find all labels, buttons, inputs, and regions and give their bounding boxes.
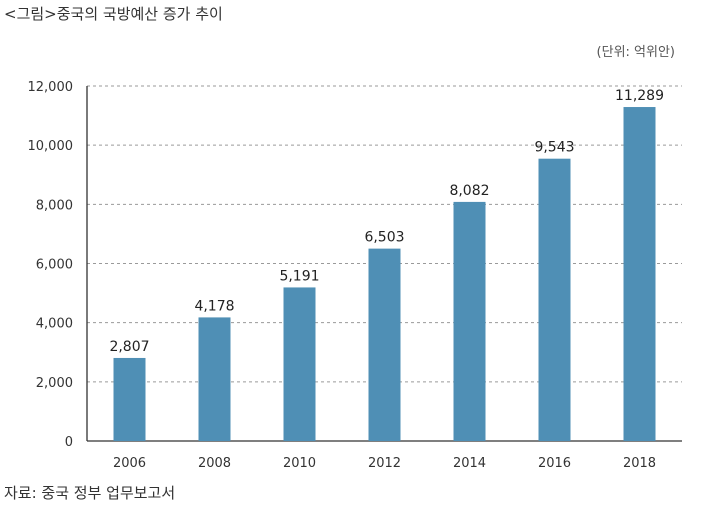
unit-label: (단위: 억위안) <box>596 45 675 60</box>
x-tick-labels: 2006 2008 2010 2012 2014 2016 2018 <box>113 456 656 471</box>
data-label: 5,191 <box>279 268 319 284</box>
x-tick-label: 2010 <box>283 456 316 471</box>
y-tick-labels: 0 2,000 4,000 6,000 8,000 10,000 12,000 <box>28 80 74 450</box>
x-tick-label: 2018 <box>623 456 656 471</box>
source-note: 자료: 중국 정부 업무보고서 <box>4 484 176 502</box>
y-tick-label: 0 <box>65 435 73 450</box>
x-tick-label: 2012 <box>368 456 401 471</box>
y-tick-label: 10,000 <box>28 139 74 154</box>
y-tick-label: 12,000 <box>28 80 74 95</box>
x-tick-label: 2008 <box>198 456 231 471</box>
bar <box>538 158 571 441</box>
y-tick-label: 4,000 <box>36 317 73 332</box>
x-tick-label: 2014 <box>453 456 486 471</box>
bar <box>113 357 146 441</box>
chart-title: <그림>중국의 국방예산 증가 추이 <box>4 5 223 23</box>
bar <box>198 317 231 441</box>
y-tick-label: 8,000 <box>36 198 73 213</box>
data-label: 4,178 <box>194 298 234 314</box>
x-tick-label: 2006 <box>113 456 146 471</box>
bars <box>113 107 656 441</box>
data-labels: 2,807 4,178 5,191 6,503 8,082 9,543 11,289 <box>109 88 664 355</box>
y-tick-label: 2,000 <box>36 376 73 391</box>
data-label: 6,503 <box>364 230 404 246</box>
bar <box>283 287 316 441</box>
data-label: 2,807 <box>109 339 149 355</box>
data-label: 9,543 <box>534 140 574 156</box>
bar <box>453 201 486 441</box>
data-label: 11,289 <box>615 88 664 104</box>
data-label: 8,082 <box>449 183 489 199</box>
bar <box>368 248 401 441</box>
y-tick-label: 6,000 <box>36 258 73 273</box>
bar <box>623 107 656 441</box>
x-tick-label: 2016 <box>538 456 571 471</box>
